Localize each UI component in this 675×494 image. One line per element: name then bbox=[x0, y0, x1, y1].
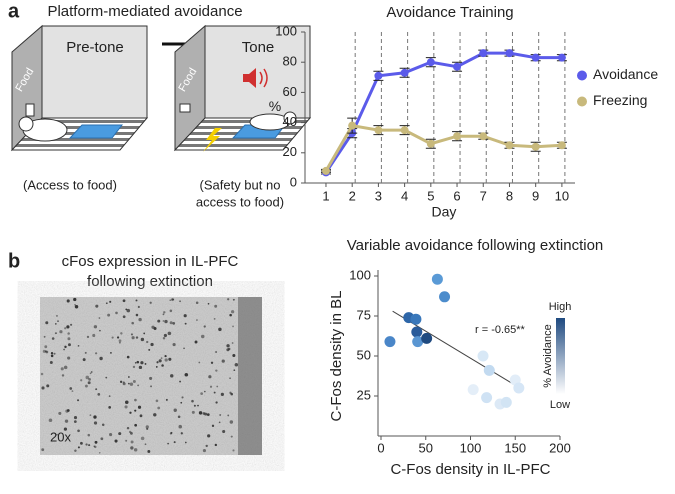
data-point bbox=[374, 71, 383, 80]
chart-title: Avoidance Training bbox=[386, 4, 513, 21]
data-point bbox=[505, 49, 514, 58]
data-point bbox=[557, 141, 566, 150]
caption: (Safety but no bbox=[200, 177, 281, 192]
chamber-illustration bbox=[10, 24, 149, 152]
chart-title: Variable avoidance following extinction bbox=[347, 237, 604, 254]
x-tick-label: 6 bbox=[453, 188, 460, 203]
y-tick-label: 0 bbox=[290, 174, 297, 189]
x-tick-label: 7 bbox=[480, 188, 487, 203]
micrograph bbox=[40, 297, 262, 455]
x-tick-label: 200 bbox=[549, 440, 571, 455]
scatter-point bbox=[421, 332, 433, 344]
caption: access to food) bbox=[196, 194, 284, 209]
micrograph-title: following extinction bbox=[87, 273, 213, 290]
legend-marker bbox=[577, 96, 587, 107]
scatter-point bbox=[477, 350, 489, 362]
y-tick-label: 25 bbox=[357, 387, 371, 402]
legend-label: Avoidance bbox=[593, 66, 658, 82]
chamber-illustration bbox=[173, 24, 312, 152]
x-tick-label: 8 bbox=[506, 188, 513, 203]
x-tick-label: 10 bbox=[555, 188, 569, 203]
scatter-point bbox=[483, 364, 495, 376]
colorbar-title: % Avoidance bbox=[542, 324, 554, 387]
data-point bbox=[531, 142, 540, 151]
y-tick-label: 60 bbox=[283, 84, 297, 99]
legend-marker bbox=[577, 70, 587, 81]
colorbar-low: Low bbox=[550, 399, 570, 411]
data-point bbox=[426, 58, 435, 67]
x-tick-label: 9 bbox=[532, 188, 539, 203]
x-tick-label: 2 bbox=[349, 188, 356, 203]
data-point bbox=[505, 141, 514, 150]
x-tick-label: 1 bbox=[322, 188, 329, 203]
colorbar bbox=[556, 318, 565, 394]
scatter-point bbox=[411, 326, 423, 338]
data-point bbox=[479, 49, 488, 58]
x-tick-label: 4 bbox=[401, 188, 408, 203]
series-line bbox=[324, 51, 562, 174]
x-tick-label: 0 bbox=[377, 440, 384, 455]
chamber-label: Pre-tone bbox=[66, 39, 124, 56]
data-point bbox=[426, 139, 435, 148]
data-point bbox=[453, 62, 462, 71]
data-point bbox=[453, 132, 462, 141]
cell-speckles bbox=[40, 297, 239, 454]
micrograph-title: cFos expression in IL-PFC bbox=[62, 253, 239, 270]
x-tick-label: 150 bbox=[504, 440, 526, 455]
data-point bbox=[531, 53, 540, 62]
colorbar-high: High bbox=[549, 301, 572, 313]
x-axis-label: C-Fos density in IL-PFC bbox=[390, 461, 550, 478]
y-tick-label: 20 bbox=[283, 144, 297, 159]
data-point bbox=[400, 68, 409, 77]
series-line bbox=[324, 123, 562, 172]
y-tick-label: 100 bbox=[349, 267, 371, 282]
scatter-point bbox=[513, 382, 525, 394]
data-point bbox=[348, 121, 357, 130]
y-tick-label: 40 bbox=[283, 114, 297, 129]
data-point bbox=[479, 132, 488, 141]
illustration-title: Platform-mediated avoidance bbox=[47, 3, 242, 20]
annotation: r = -0.65** bbox=[475, 324, 526, 336]
y-tick-label: 80 bbox=[283, 54, 297, 69]
x-tick-label: 3 bbox=[375, 188, 382, 203]
y-tick-label: 100 bbox=[275, 23, 297, 38]
scatter-point bbox=[384, 336, 396, 348]
legend-label: Freezing bbox=[593, 92, 647, 108]
y-tick-label: 50 bbox=[357, 347, 371, 362]
data-point bbox=[400, 126, 409, 135]
x-tick-label: 5 bbox=[427, 188, 434, 203]
y-tick-label: 75 bbox=[357, 307, 371, 322]
x-tick-label: 50 bbox=[419, 440, 433, 455]
scatter-point bbox=[467, 384, 479, 396]
scatter-point bbox=[412, 336, 424, 348]
scatter-point bbox=[410, 313, 422, 325]
panel-label: b bbox=[8, 250, 20, 272]
chamber-label: Tone bbox=[242, 39, 275, 56]
caption: (Access to food) bbox=[23, 177, 117, 192]
scatter-point bbox=[500, 396, 512, 408]
data-point bbox=[374, 126, 383, 135]
data-point bbox=[557, 53, 566, 62]
panel-label: a bbox=[8, 0, 20, 22]
scatter-point bbox=[431, 273, 443, 285]
y-axis-label: % bbox=[269, 98, 281, 114]
scatter-point bbox=[439, 291, 451, 303]
scatter-point bbox=[481, 392, 493, 404]
magnification: 20x bbox=[50, 429, 71, 444]
x-axis-label: Day bbox=[431, 204, 456, 220]
data-point bbox=[321, 166, 330, 175]
x-tick-label: 100 bbox=[460, 440, 482, 455]
y-axis-label: C-Fos density in BL bbox=[328, 291, 345, 422]
